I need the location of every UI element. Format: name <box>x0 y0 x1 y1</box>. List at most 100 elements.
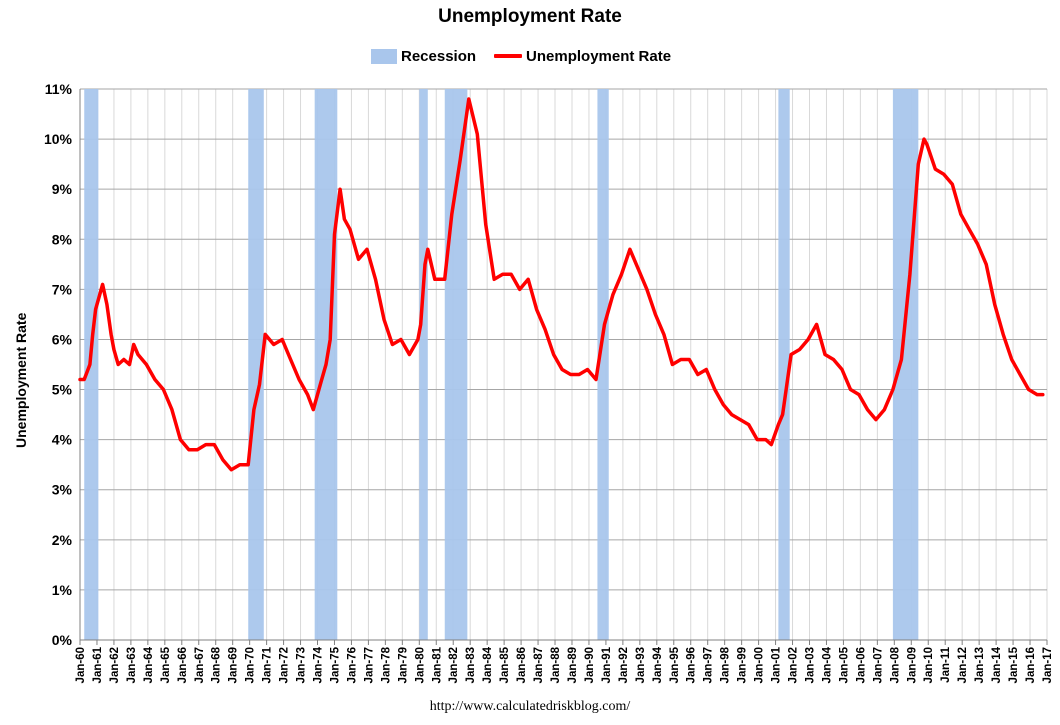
x-tick-label: Jan-00 <box>754 647 766 683</box>
data-point <box>705 368 708 371</box>
data-point <box>112 348 116 351</box>
data-point <box>1010 358 1013 361</box>
data-point <box>777 423 780 426</box>
data-point <box>770 443 773 446</box>
recession-bar <box>597 89 609 640</box>
x-tick-label: Jan-91 <box>601 646 613 683</box>
data-point <box>501 273 504 276</box>
data-point <box>419 323 422 326</box>
data-point <box>94 308 97 311</box>
data-point <box>187 448 191 451</box>
data-point <box>577 373 581 376</box>
x-tick-label: Jan-87 <box>533 647 545 683</box>
data-point <box>569 373 572 376</box>
data-point <box>934 167 937 171</box>
x-tick-label: Jan-92 <box>618 647 630 683</box>
recession-bar <box>444 89 468 640</box>
legend-label-unemployment: Unemployment Rate <box>526 47 672 65</box>
data-point <box>423 263 427 266</box>
x-tick-label: Jan-01 <box>771 646 783 683</box>
y-tick-label: 11% <box>45 81 73 97</box>
x-tick-label: Jan-07 <box>872 647 884 683</box>
data-point <box>637 268 640 271</box>
data-point <box>109 333 113 336</box>
x-tick-label: Jan-90 <box>584 647 596 683</box>
data-point <box>823 353 827 356</box>
y-tick-label: 9% <box>52 181 73 197</box>
data-point <box>333 233 336 236</box>
data-point <box>289 358 292 361</box>
x-tick-label: Jan-89 <box>567 647 579 683</box>
data-point <box>620 273 623 276</box>
x-tick-label: Jan-08 <box>889 646 901 683</box>
data-point <box>247 463 250 466</box>
chart-title: Unemployment Rate <box>438 6 622 27</box>
plot-area <box>80 89 1047 640</box>
recession-bar <box>419 89 428 640</box>
x-tick-label: Jan-67 <box>194 647 206 683</box>
x-tick-label: Jan-81 <box>431 646 443 683</box>
x-tick-label: Jan-76 <box>346 647 358 683</box>
data-point <box>900 358 903 361</box>
data-point <box>324 363 328 366</box>
data-point <box>179 438 182 441</box>
data-point <box>132 343 135 346</box>
x-tick-label: Jan-61 <box>92 646 104 683</box>
data-point <box>968 228 971 231</box>
data-point <box>128 363 131 366</box>
data-point <box>840 368 844 371</box>
data-point <box>213 443 216 446</box>
data-point <box>1001 333 1005 336</box>
data-point <box>662 333 666 336</box>
data-point <box>297 378 301 381</box>
data-point <box>849 388 852 391</box>
data-point <box>399 338 403 341</box>
source-url: http://www.calculatedriskblog.com/ <box>429 699 631 714</box>
data-point <box>493 278 496 281</box>
data-point <box>91 333 94 336</box>
data-point <box>116 363 120 366</box>
x-tick-label: Jan-88 <box>550 646 562 683</box>
data-point <box>264 333 267 336</box>
x-tick-label: Jan-72 <box>279 647 291 683</box>
x-tick-label: Jan-60 <box>75 647 87 683</box>
data-point <box>586 368 589 371</box>
x-tick-label: Jan-10 <box>923 647 935 683</box>
data-point <box>747 423 750 426</box>
x-tick-label: Jan-71 <box>262 646 274 683</box>
y-tick-label: 6% <box>52 331 73 347</box>
data-point <box>443 278 446 281</box>
x-tick-label: Jan-68 <box>211 646 223 683</box>
data-point <box>153 378 157 381</box>
x-tick-label: Jan-73 <box>296 647 308 683</box>
x-tick-label: Jan-63 <box>126 647 138 683</box>
y-tick-label: 1% <box>52 582 73 598</box>
x-tick-label: Jan-79 <box>397 647 409 683</box>
data-point <box>925 142 929 146</box>
data-point <box>252 408 256 411</box>
data-point <box>917 162 920 166</box>
data-point <box>509 273 513 276</box>
data-point <box>136 353 140 356</box>
x-tick-label: Jan-93 <box>635 647 647 683</box>
data-point <box>806 338 810 341</box>
data-point <box>83 378 86 381</box>
data-point <box>408 353 411 356</box>
x-tick-label: Jan-66 <box>177 647 189 683</box>
y-tick-label: 7% <box>52 281 73 297</box>
data-point <box>1035 393 1039 396</box>
data-point <box>628 248 632 251</box>
x-tick-label: Jan-16 <box>1025 647 1037 683</box>
data-point <box>866 408 869 411</box>
data-point <box>942 172 945 176</box>
y-tick-label: 2% <box>52 532 73 548</box>
data-point <box>78 378 82 381</box>
x-tick-label: Jan-09 <box>906 647 918 683</box>
x-tick-label: Jan-04 <box>821 646 833 683</box>
data-point <box>679 358 683 361</box>
data-point <box>450 213 454 216</box>
data-point <box>162 388 165 391</box>
data-point <box>230 468 233 471</box>
x-tick-label: Jan-86 <box>516 647 528 683</box>
data-point <box>196 448 199 451</box>
